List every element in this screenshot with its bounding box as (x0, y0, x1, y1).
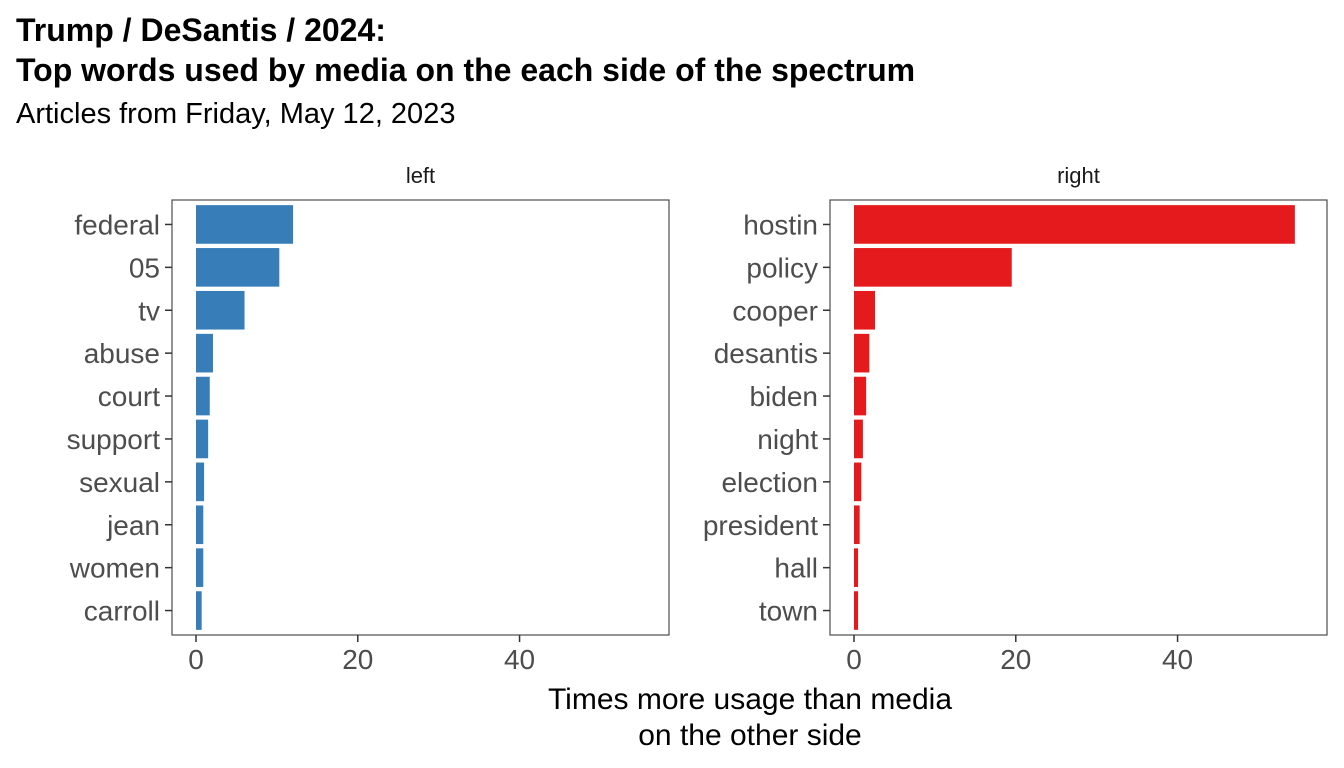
x-tick-label-right-20: 20 (1000, 644, 1031, 675)
bar-left-carroll (196, 591, 202, 630)
y-tick-label-right-policy: policy (746, 252, 818, 283)
x-axis-label: Times more usage than media on the other… (450, 682, 1050, 754)
y-tick-label-right-election: election (721, 467, 818, 498)
chart-title-line1: Trump / DeSantis / 2024: (16, 12, 386, 48)
x-axis-label-line2: on the other side (638, 719, 862, 752)
bar-right-desantis (854, 333, 870, 373)
bar-right-cooper (854, 290, 876, 330)
y-tick-label-left-abuse: abuse (84, 338, 160, 369)
chart-subtitle: Articles from Friday, May 12, 2023 (16, 98, 456, 130)
x-tick-label-left-40: 40 (504, 644, 535, 675)
chart-title-line2: Top words used by media on the each side… (16, 52, 916, 88)
y-tick-label-left-tv: tv (138, 295, 160, 326)
y-tick-label-right-town: town (759, 596, 818, 627)
y-tick-label-right-desantis: desantis (714, 338, 818, 369)
x-tick-label-left-20: 20 (342, 644, 373, 675)
y-tick-label-left-support: support (67, 424, 161, 455)
bar-right-hostin (854, 205, 1295, 244)
y-tick-label-left-jean: jean (106, 510, 160, 541)
y-tick-label-right-hall: hall (774, 553, 818, 584)
bar-right-president (854, 505, 860, 545)
y-tick-label-left-women: women (69, 553, 160, 584)
bar-right-election (854, 462, 862, 502)
x-tick-label-right-40: 40 (1162, 644, 1193, 675)
bar-left-sexual (196, 462, 205, 502)
bar-left-court (196, 376, 210, 416)
y-tick-label-left-sexual: sexual (79, 467, 160, 498)
y-tick-label-left-05: 05 (129, 252, 160, 283)
bar-right-policy (854, 248, 1012, 287)
bar-right-biden (854, 376, 867, 416)
x-axis-label-line1: Times more usage than media (547, 683, 953, 716)
panel-label-left: left (406, 163, 435, 188)
bar-right-night (854, 419, 863, 459)
bar-right-hall (854, 548, 859, 587)
y-tick-label-right-night: night (757, 424, 818, 455)
panel-border-right (829, 199, 1328, 636)
bar-right-town (854, 591, 859, 630)
x-tick-label-right-0: 0 (846, 644, 862, 675)
bar-left-support (196, 419, 209, 459)
y-tick-label-right-cooper: cooper (732, 295, 818, 326)
bar-left-women (196, 548, 204, 587)
bar-left-federal (196, 205, 294, 244)
panel-border-left (171, 199, 670, 636)
bar-left-tv (196, 290, 245, 330)
bar-left-jean (196, 505, 204, 545)
bar-left-abuse (196, 333, 213, 373)
x-tick-label-left-0: 0 (188, 644, 204, 675)
panel-label-right: right (1057, 163, 1100, 188)
y-tick-label-left-court: court (98, 381, 160, 412)
y-tick-label-right-hostin: hostin (743, 209, 818, 240)
y-tick-label-right-biden: biden (749, 381, 818, 412)
y-tick-label-left-federal: federal (74, 209, 160, 240)
chart-title: Trump / DeSantis / 2024: Top words used … (16, 10, 915, 90)
y-tick-label-right-president: president (703, 510, 818, 541)
bar-left-05 (196, 248, 280, 287)
y-tick-label-left-carroll: carroll (84, 596, 160, 627)
